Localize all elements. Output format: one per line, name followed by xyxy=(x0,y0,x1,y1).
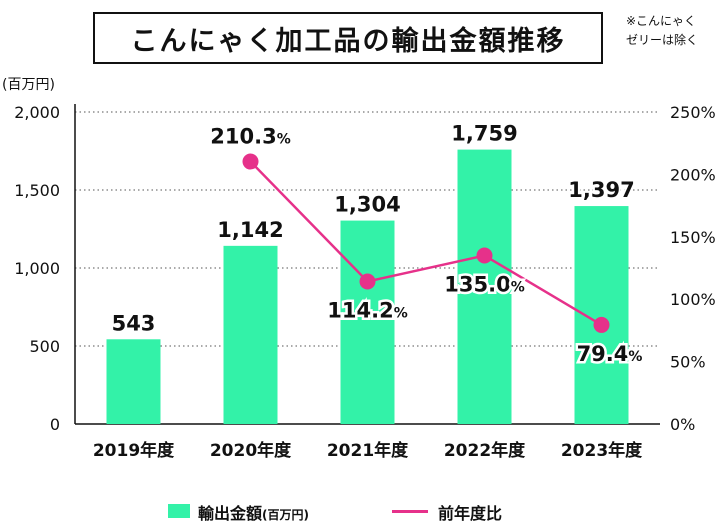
y-tick-label: 1,500 xyxy=(14,181,60,200)
ratio-value-label: 135.0% xyxy=(444,273,524,297)
x-tick-label: 2020年度 xyxy=(210,440,292,461)
ratio-value-number: 135.0 xyxy=(444,273,510,297)
x-tick-label: 2021年度 xyxy=(327,440,409,461)
legend-bar-unit: (百万円) xyxy=(262,508,309,522)
ratio-point xyxy=(359,273,376,290)
chart-title: こんにゃく加工品の輸出金額推移 xyxy=(93,12,603,64)
y-tick-label: 0 xyxy=(50,415,60,434)
bar xyxy=(457,149,512,424)
bar xyxy=(340,220,395,424)
y-tick-label: 500 xyxy=(29,337,60,356)
y2-tick-label: 100% xyxy=(670,290,716,309)
y-axis-unit: (百万円) xyxy=(2,77,55,93)
y-tick-label: 2,000 xyxy=(14,103,60,122)
ratio-point xyxy=(476,247,493,264)
ratio-value-label: 114.2% xyxy=(327,298,407,322)
ratio-value-number: 210.3 xyxy=(210,125,276,149)
ratio-value-label: 210.3% xyxy=(210,125,290,149)
ratio-value-number: 114.2 xyxy=(327,298,393,322)
y2-tick-label: 200% xyxy=(670,165,716,184)
ratio-point xyxy=(593,316,610,333)
legend-bar-swatch xyxy=(168,504,190,518)
legend: 輸出金額(百万円) 前年度比 xyxy=(0,498,720,524)
y2-tick-label: 50% xyxy=(670,353,706,372)
y2-tick-label: 0% xyxy=(670,415,695,434)
ratio-value-number: 79.4 xyxy=(577,342,629,366)
ratio-value-label: 79.4% xyxy=(577,342,643,366)
y2-tick-label: 250% xyxy=(670,103,716,122)
bar-value-label: 1,304 xyxy=(334,193,400,217)
footnote-line-2: ゼリーは除く xyxy=(626,33,699,47)
legend-line-swatch xyxy=(392,510,428,513)
ratio-value-unit: % xyxy=(628,349,642,365)
legend-bar-text: 輸出金額 xyxy=(198,504,263,523)
bar-value-label: 1,142 xyxy=(217,218,283,242)
bar-value-label: 1,759 xyxy=(451,122,517,146)
x-tick-label: 2019年度 xyxy=(93,440,175,461)
ratio-value-unit: % xyxy=(394,305,408,321)
y-tick-label: 1,000 xyxy=(14,259,60,278)
bar-value-label: 1,397 xyxy=(568,178,634,202)
y2-tick-label: 150% xyxy=(670,228,716,247)
footnote: ※こんにゃく ゼリーは除く xyxy=(626,12,718,50)
legend-line-label: 前年度比 xyxy=(438,504,503,523)
bar-value-label: 543 xyxy=(112,311,156,335)
ratio-line xyxy=(249,160,603,326)
x-tick-label: 2023年度 xyxy=(561,440,643,461)
bar xyxy=(223,245,278,424)
ratio-point xyxy=(242,153,259,170)
legend-bar-label: 輸出金額(百万円) xyxy=(198,500,309,524)
footnote-line-1: ※こんにゃく xyxy=(626,14,697,28)
ratio-value-unit: % xyxy=(277,132,291,148)
bar xyxy=(106,339,161,424)
ratio-value-unit: % xyxy=(511,280,525,296)
x-tick-label: 2022年度 xyxy=(444,440,526,461)
